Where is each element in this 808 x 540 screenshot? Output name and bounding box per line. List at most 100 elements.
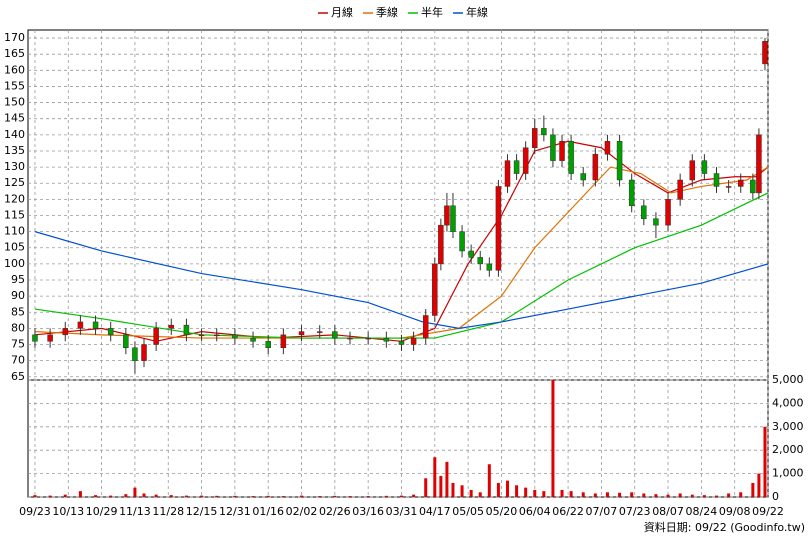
x-tick-label: 10/13	[52, 505, 84, 518]
volume-bar	[515, 485, 519, 497]
legend-label: 季線	[376, 5, 398, 19]
y-tick-label: 115	[4, 208, 25, 221]
candle-body	[653, 218, 659, 226]
volume-bar	[433, 457, 437, 497]
volume-bar	[460, 485, 464, 497]
volume-bar	[727, 493, 731, 497]
volume-bar	[702, 495, 706, 497]
candle-body	[641, 205, 647, 219]
x-tick-label: 12/15	[186, 505, 218, 518]
candle-body	[522, 147, 529, 174]
candle-body	[450, 205, 456, 232]
candle-body	[737, 179, 744, 187]
y-tick-label: 65	[11, 370, 25, 383]
y-tick-label: 170	[4, 31, 25, 44]
volume-bar	[605, 492, 609, 497]
volume-bar	[154, 494, 158, 497]
volume-bar	[715, 495, 719, 497]
candle-body	[750, 179, 756, 194]
ma-line	[34, 192, 769, 339]
y-tick-label: 95	[11, 273, 25, 286]
candle-body	[92, 321, 99, 329]
y2-tick-label: 2,000	[772, 443, 804, 456]
candle-body	[628, 179, 635, 207]
x-tick-label: 09/08	[719, 505, 751, 518]
candle-body	[504, 160, 511, 187]
candle-body	[347, 337, 353, 340]
candle-body	[604, 141, 611, 155]
candle-body	[580, 173, 586, 181]
candle-body	[398, 341, 405, 345]
y-tick-label: 85	[11, 305, 25, 318]
x-tick-label: 06/22	[552, 505, 584, 518]
y-tick-label: 105	[4, 241, 25, 254]
volume-bar	[445, 461, 449, 497]
volume-bar	[412, 494, 416, 497]
y-tick-label: 90	[11, 289, 25, 302]
candle-body	[438, 224, 444, 265]
candle-body	[495, 186, 502, 271]
candle-body	[316, 331, 323, 333]
candle-body	[107, 328, 114, 336]
candle-body	[141, 344, 147, 361]
y-tick-label: 135	[4, 144, 25, 157]
volume-bar	[318, 496, 322, 497]
footnote: 資料日期: 09/22 (Goodinfo.tw)	[644, 520, 805, 534]
volume-bar	[439, 475, 443, 497]
volume-bar	[763, 426, 767, 497]
candle-body	[77, 321, 84, 329]
volume-bar	[593, 493, 597, 497]
y-tick-label: 145	[4, 112, 25, 125]
candle-body	[616, 141, 623, 181]
volume-bar	[184, 495, 188, 497]
candle-body	[513, 160, 520, 174]
volume-bar	[251, 496, 255, 497]
x-tick-label: 08/24	[686, 505, 718, 518]
candle-body	[232, 334, 238, 339]
volume-bar	[618, 492, 622, 497]
volume-bar	[33, 495, 37, 497]
x-tick-label: 01/16	[252, 505, 284, 518]
candle-body	[665, 199, 671, 226]
volume-bar	[496, 482, 500, 497]
volume-bar	[581, 492, 585, 497]
candle-body	[422, 315, 429, 339]
volume-bar	[300, 495, 304, 497]
volume-bar	[569, 491, 573, 497]
candle-body	[532, 128, 538, 148]
candle-body	[677, 179, 683, 200]
x-tick-label: 05/05	[452, 505, 484, 518]
legend-label: 年線	[466, 5, 488, 19]
y-tick-label: 70	[11, 354, 25, 367]
candle-body	[250, 337, 256, 342]
volume-bar	[333, 495, 337, 497]
candle-body	[541, 128, 547, 136]
candle-body	[486, 263, 493, 271]
legend-label: 半年	[421, 5, 443, 19]
volume-bar	[678, 493, 682, 497]
candle-body	[410, 337, 417, 345]
candle-body	[62, 328, 69, 336]
y-tick-label: 150	[4, 96, 25, 109]
x-tick-label: 09/22	[752, 505, 784, 518]
volume-bar	[469, 489, 473, 497]
x-tick-label: 11/13	[119, 505, 151, 518]
x-tick-label: 02/02	[286, 505, 318, 518]
y-tick-label: 140	[4, 128, 25, 141]
y-tick-label: 80	[11, 321, 25, 334]
candle-body	[132, 347, 138, 361]
y-tick-label: 120	[4, 192, 25, 205]
volume-bar	[524, 487, 528, 497]
candle-body	[168, 324, 175, 329]
candle-body	[153, 328, 159, 345]
y-tick-label: 130	[4, 160, 25, 173]
volume-bar	[506, 480, 510, 497]
volume-bar	[266, 495, 270, 497]
volume-bar	[533, 489, 537, 497]
y-tick-label: 100	[4, 257, 25, 270]
legend-label: 月線	[331, 5, 353, 19]
volume-bar	[348, 496, 352, 497]
volume-bar	[751, 482, 755, 497]
